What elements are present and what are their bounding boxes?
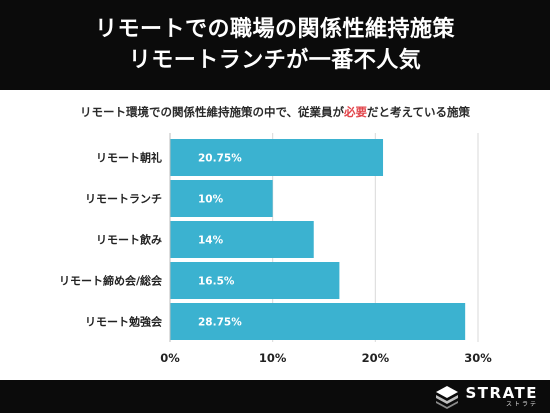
x-tick-label: 30% (464, 351, 492, 365)
title-banner: リモートでの職場の関係性維持施策 リモートランチが一番不人気 (0, 0, 550, 90)
logo-subtext: ストラテ (505, 401, 538, 408)
title-line-1: リモートでの職場の関係性維持施策 (94, 17, 455, 42)
bar-value-label: 20.75% (198, 153, 242, 165)
strate-logo-icon (436, 386, 459, 409)
category-label: リモート朝礼 (96, 151, 162, 165)
bar (170, 180, 273, 217)
chart-subtitle: リモート環境での関係性維持施策の中で、従業員が必要だと考えている施策 (0, 104, 550, 120)
title-line-2: リモートランチが一番不人気 (128, 48, 422, 73)
x-tick-label: 10% (259, 351, 287, 365)
category-label: リモート締め会/総会 (59, 274, 163, 288)
bar (170, 221, 314, 258)
category-label: リモート飲み (96, 233, 162, 247)
bar (170, 303, 466, 340)
bar-value-label: 28.75% (198, 317, 242, 329)
footer-bar: STRATE ストラテ (0, 380, 550, 413)
x-tick-label: 0% (160, 351, 180, 365)
category-label: リモートランチ (85, 193, 162, 206)
subtitle-highlight: 必要 (344, 105, 368, 119)
strate-logo: STRATE ストラテ (435, 384, 538, 410)
bar-value-label: 14% (198, 235, 224, 247)
subtitle-before: リモート環境での関係性維持施策の中で、従業員が (80, 105, 345, 119)
subtitle-after: だと考えている施策 (367, 105, 470, 119)
bar (170, 139, 384, 176)
bar (170, 262, 340, 299)
x-tick-label: 20% (362, 351, 390, 365)
bar-value-label: 16.5% (198, 276, 235, 288)
bar-value-label: 10% (198, 194, 224, 206)
logo-name: STRATE (465, 384, 538, 402)
category-label: リモート勉強会 (85, 315, 163, 329)
